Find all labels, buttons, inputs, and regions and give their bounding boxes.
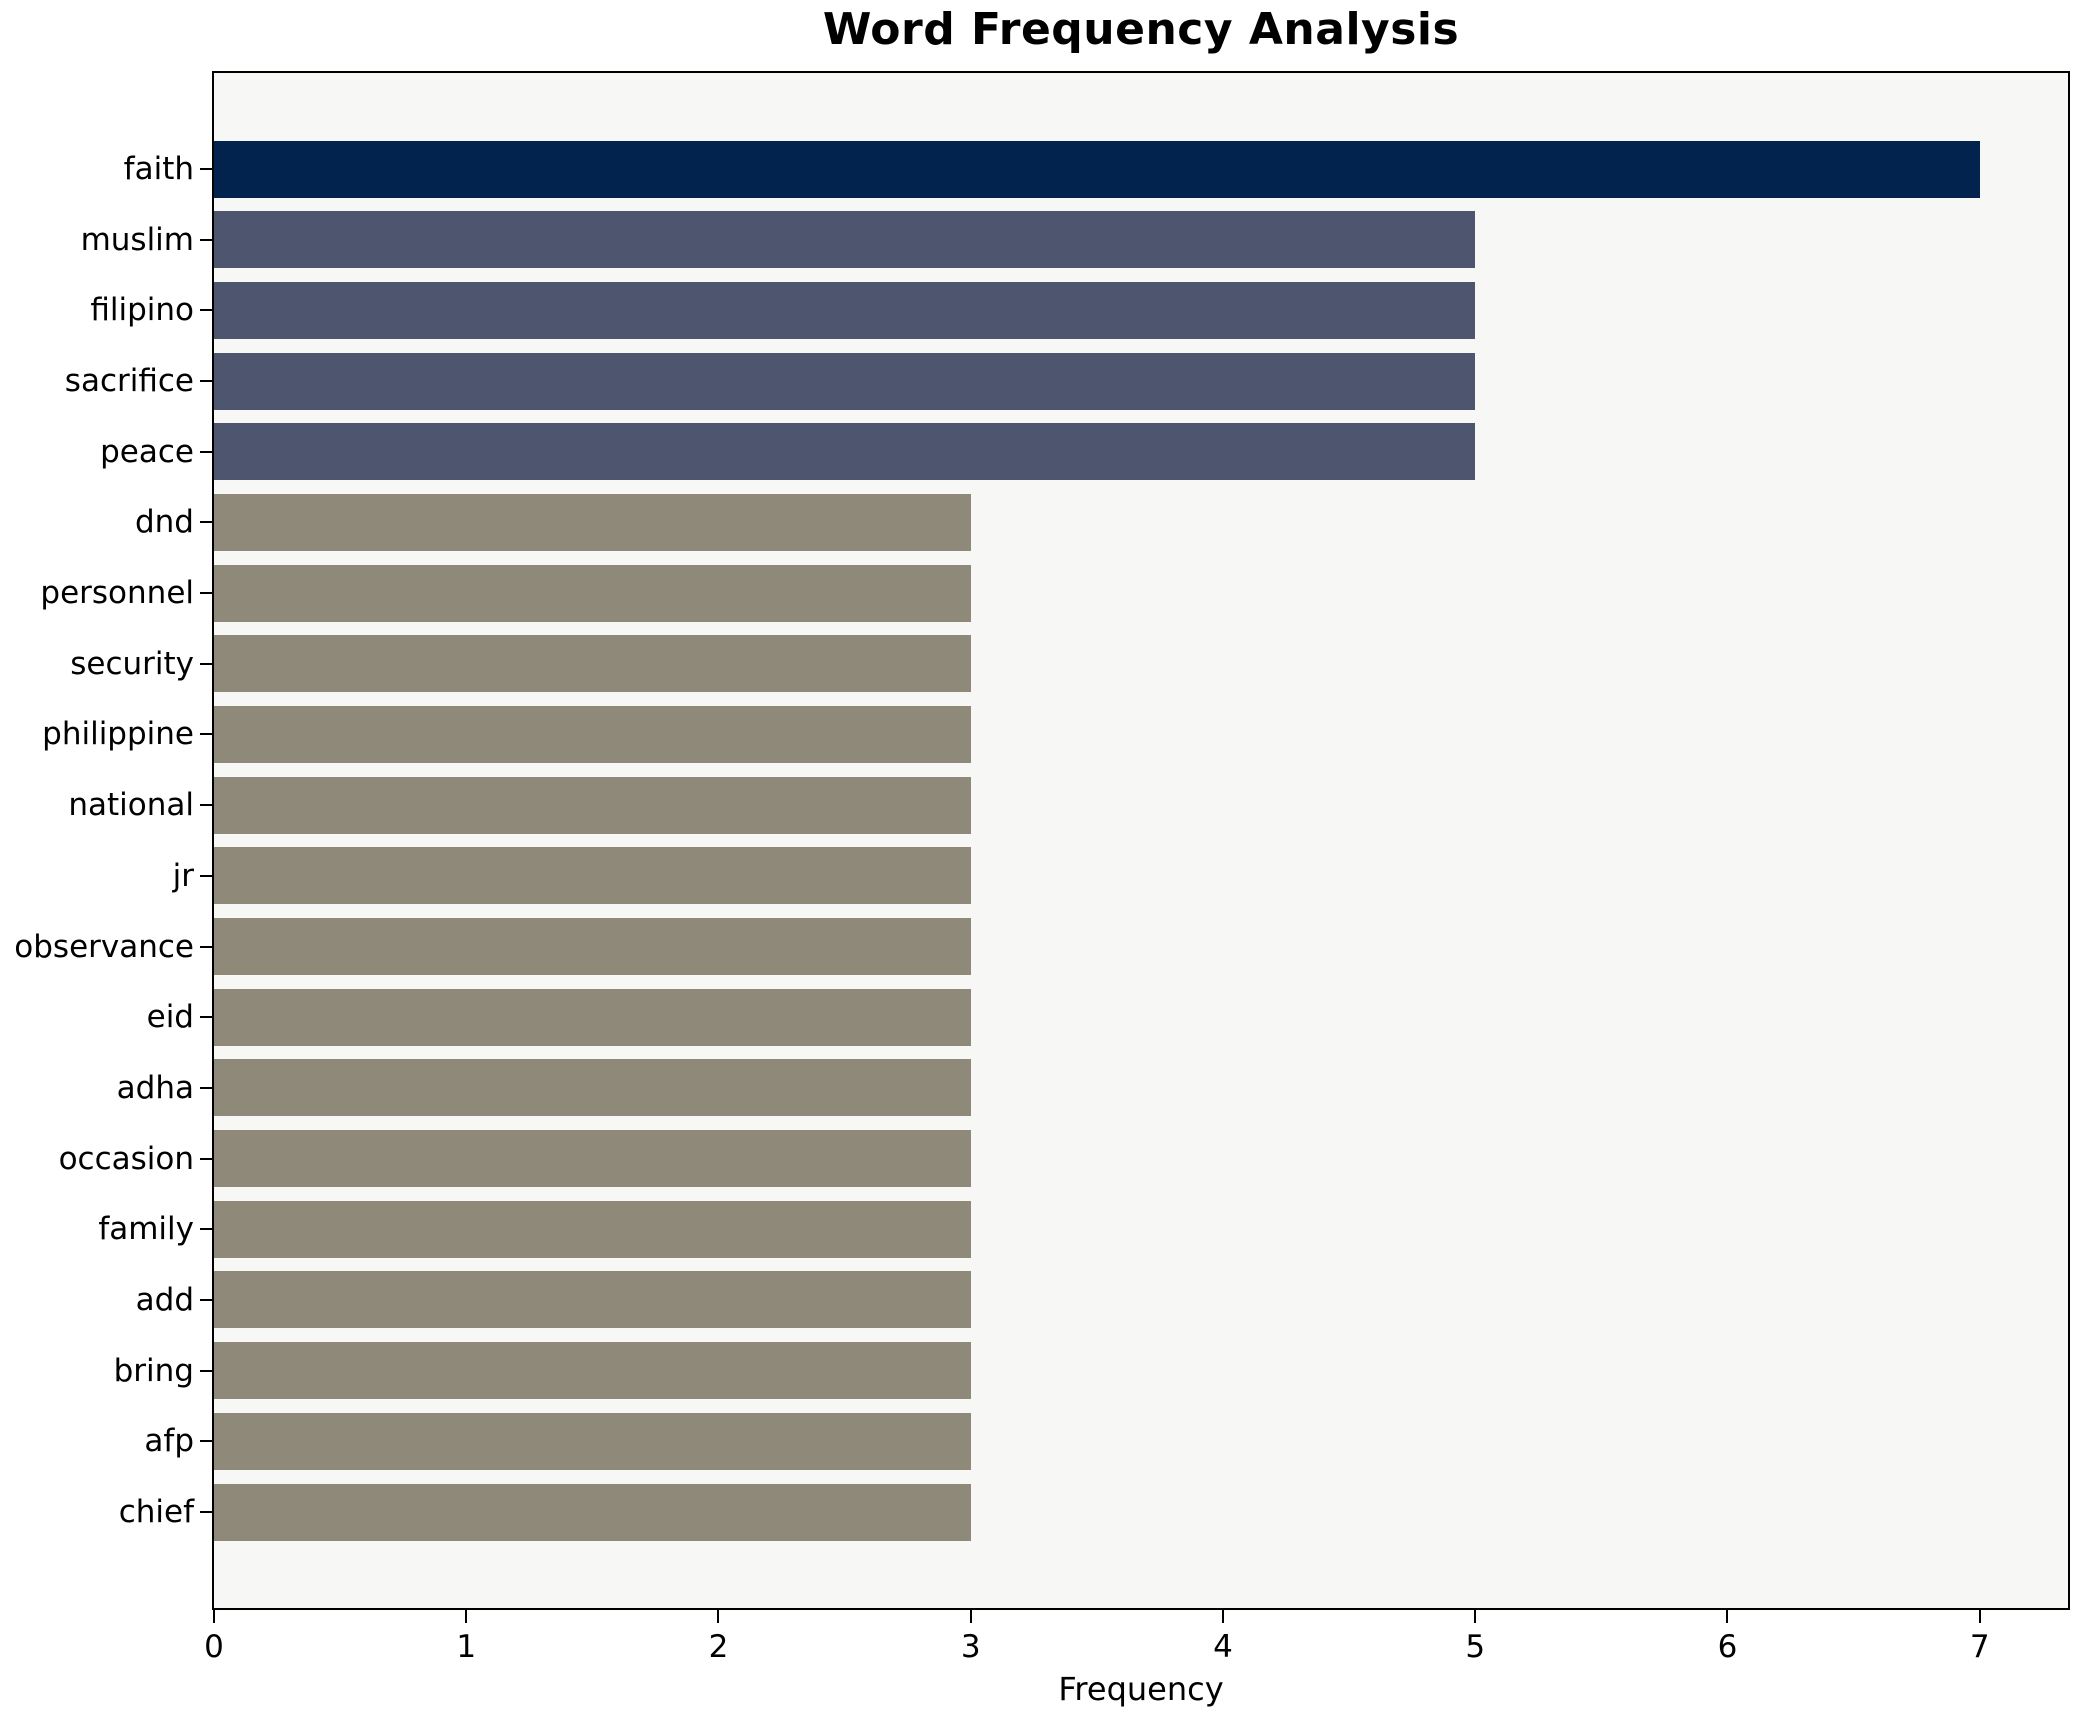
bar-dnd (214, 493, 971, 551)
y-tick-mark (200, 1369, 212, 1372)
bar-observance (214, 918, 971, 976)
y-tick-mark (200, 592, 212, 595)
x-tick-mark (465, 1610, 468, 1623)
y-tick-mark (200, 945, 212, 948)
y-tick-label: national (68, 787, 194, 824)
y-tick-label: eid (146, 999, 194, 1036)
bar-chief (214, 1483, 971, 1541)
bar-muslim (214, 211, 1476, 269)
x-tick-label: 0 (204, 1629, 224, 1665)
y-tick-label: faith (123, 151, 194, 187)
y-tick-mark (200, 733, 212, 736)
y-tick-label: family (98, 1211, 194, 1248)
x-tick-label: 3 (960, 1629, 981, 1665)
y-tick-label: security (70, 645, 194, 682)
bar-personnel (214, 564, 971, 622)
bar-peace (214, 423, 1476, 481)
x-tick-label: 4 (1213, 1629, 1233, 1665)
bar-occasion (214, 1130, 971, 1188)
x-tick-label: 2 (708, 1629, 729, 1665)
x-tick-mark (1221, 1610, 1224, 1623)
y-tick-mark (200, 804, 212, 807)
x-tick-mark (717, 1610, 720, 1623)
x-tick-mark (213, 1610, 215, 1623)
bar-bring (214, 1342, 971, 1400)
bar-adha (214, 1059, 971, 1117)
y-tick-mark (200, 309, 212, 312)
y-tick-label: adha (116, 1069, 194, 1106)
bar-afp (214, 1412, 971, 1470)
x-axis-title: Frequency (1058, 1670, 1224, 1708)
bar-faith (214, 140, 1980, 198)
y-tick-label: bring (113, 1352, 194, 1389)
y-tick-mark (200, 1511, 212, 1513)
y-tick-label: filipino (90, 292, 194, 329)
bar-jr (214, 847, 971, 905)
y-tick-mark (200, 1016, 212, 1019)
y-tick-label: chief (118, 1494, 194, 1530)
y-tick-label: dnd (134, 504, 194, 541)
y-tick-label: muslim (80, 221, 194, 258)
y-tick-mark (200, 238, 212, 241)
y-tick-mark (200, 1228, 212, 1231)
bar-add (214, 1271, 971, 1329)
x-tick-label: 5 (1465, 1629, 1486, 1665)
y-tick-label: sacrifice (64, 363, 194, 400)
x-tick-label: 1 (456, 1629, 477, 1665)
bar-eid (214, 988, 971, 1046)
y-tick-mark (200, 450, 212, 453)
y-tick-mark (200, 1086, 212, 1089)
x-tick-mark (1474, 1610, 1477, 1623)
chart-title: Word Frequency Analysis (822, 4, 1460, 55)
y-tick-label: afp (144, 1423, 194, 1460)
y-tick-label: occasion (58, 1140, 194, 1177)
x-tick-mark (969, 1610, 972, 1623)
y-tick-label: peace (100, 433, 194, 470)
y-tick-label: observance (14, 928, 194, 965)
bar-national (214, 776, 971, 834)
y-tick-mark (200, 1298, 212, 1301)
bar-filipino (214, 281, 1476, 339)
y-tick-label: jr (172, 857, 194, 894)
x-tick-mark (1726, 1610, 1729, 1623)
y-tick-label: philippine (42, 716, 194, 753)
plot-area (212, 71, 2070, 1610)
y-tick-mark (200, 874, 212, 877)
x-tick-label: 7 (1969, 1629, 1990, 1665)
y-tick-mark (200, 662, 212, 665)
y-tick-label: personnel (40, 575, 194, 612)
bar-sacrifice (214, 352, 1476, 410)
y-tick-mark (200, 1440, 212, 1443)
y-tick-label: add (135, 1281, 194, 1318)
bar-family (214, 1200, 971, 1258)
y-tick-mark (200, 380, 212, 383)
bar-philippine (214, 705, 971, 763)
y-tick-mark (200, 521, 212, 524)
x-tick-label: 6 (1717, 1629, 1738, 1665)
x-tick-mark (1978, 1610, 1981, 1623)
bar-security (214, 635, 971, 693)
y-tick-mark (200, 1157, 212, 1160)
y-tick-mark (200, 168, 212, 170)
